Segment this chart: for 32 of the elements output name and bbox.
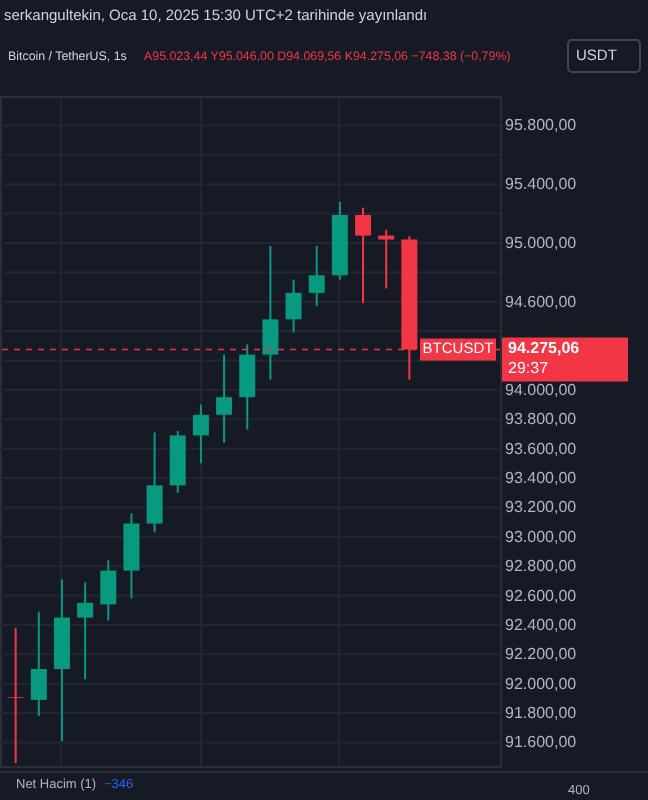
y-tick-label: 94.600,00 bbox=[505, 292, 578, 311]
candlestick bbox=[216, 353, 233, 444]
candlestick bbox=[77, 581, 94, 681]
candlestick bbox=[192, 403, 209, 465]
y-tick-label: 92.800,00 bbox=[505, 557, 578, 576]
y-tick-label: 93.600,00 bbox=[505, 439, 578, 458]
y-tick-label: 93.400,00 bbox=[505, 469, 578, 488]
y-tick-label: 92.400,00 bbox=[505, 615, 578, 634]
y-tick-label: 91.800,00 bbox=[505, 704, 578, 723]
candlestick bbox=[100, 559, 117, 622]
candlestick bbox=[146, 431, 163, 534]
candlestick bbox=[123, 512, 140, 600]
y-tick-label: 95.000,00 bbox=[505, 233, 578, 252]
y-tick-label: 92.600,00 bbox=[505, 586, 578, 605]
y-tick-label: 92.000,00 bbox=[505, 674, 578, 693]
candlestick bbox=[239, 343, 256, 431]
y-tick-label: 93.200,00 bbox=[505, 498, 578, 517]
text: 94.275,06 bbox=[508, 339, 581, 358]
y-tick-label: 95.400,00 bbox=[505, 175, 578, 194]
y-tick-label: 92.200,00 bbox=[505, 645, 578, 664]
y-tick-label: 93.000,00 bbox=[505, 527, 578, 546]
candlestick bbox=[308, 244, 325, 308]
candlestick bbox=[285, 278, 302, 334]
y-tick-label: 94.000,00 bbox=[505, 380, 578, 399]
candlestick bbox=[262, 244, 279, 381]
y-tick-label: 95.800,00 bbox=[505, 116, 578, 135]
y-tick-label: 93.800,00 bbox=[505, 410, 578, 429]
y-tick-label: 91.600,00 bbox=[505, 733, 578, 752]
candlestick bbox=[7, 626, 24, 765]
candlestick bbox=[355, 206, 372, 305]
text: 29:37 bbox=[508, 359, 550, 378]
candlestick bbox=[30, 610, 47, 718]
